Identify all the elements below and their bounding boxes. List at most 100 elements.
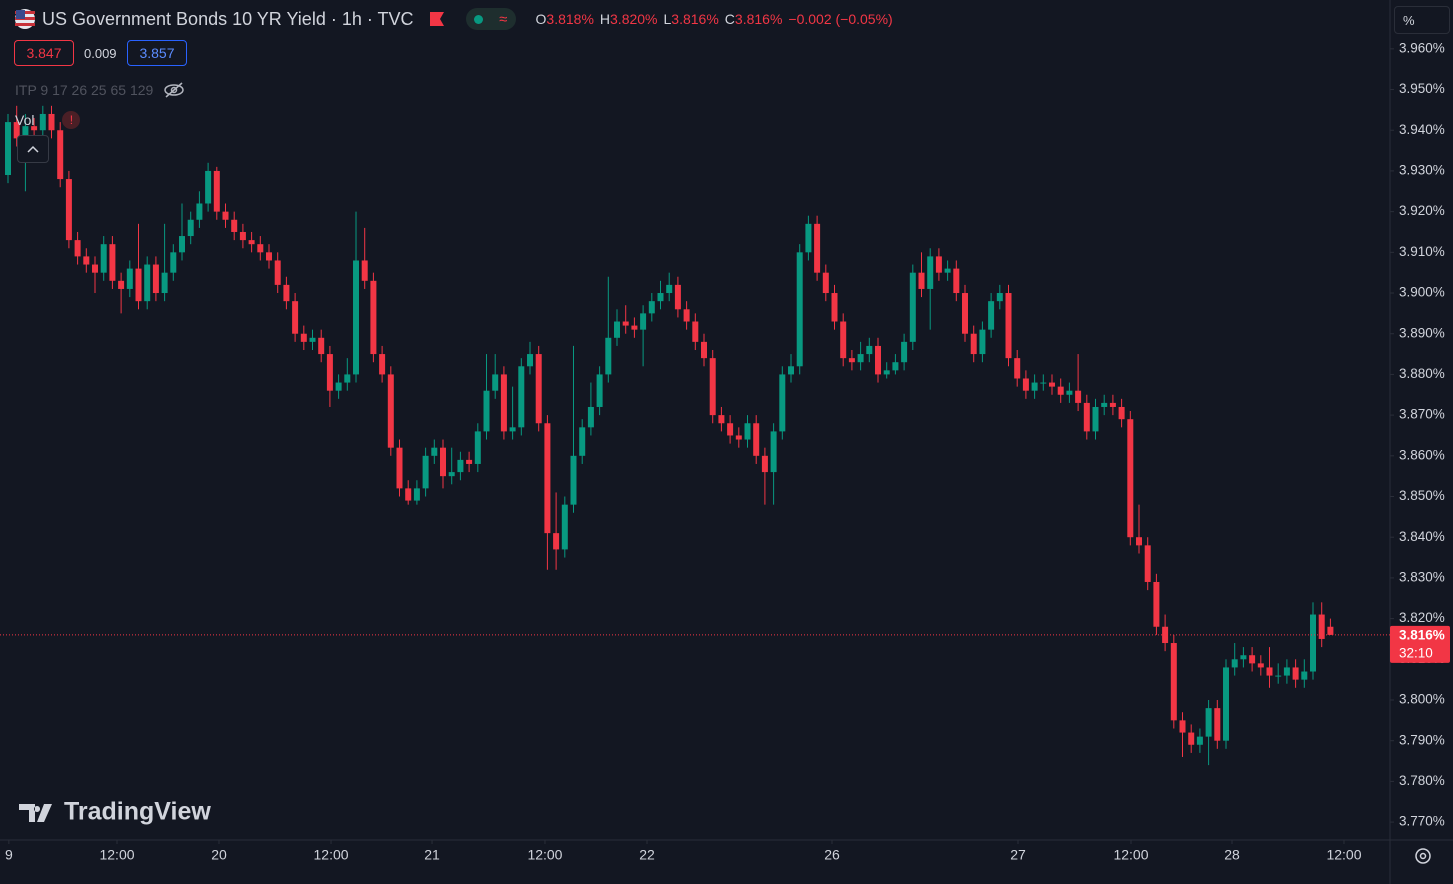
flag-button[interactable]	[428, 11, 446, 27]
candle-body	[5, 122, 12, 175]
candle-body	[1179, 720, 1186, 733]
gear-hole[interactable]	[1419, 852, 1427, 860]
candle-body	[135, 268, 142, 302]
candle-body	[970, 333, 977, 355]
candle-body	[31, 126, 38, 131]
gear[interactable]	[1415, 848, 1431, 864]
candle-body	[379, 354, 386, 375]
candle-body	[657, 293, 664, 302]
x-tick-label: 26	[824, 847, 840, 863]
status-dot	[473, 14, 483, 24]
y-tick-label: 3.960%	[1399, 40, 1445, 55]
y-tick-label: 3.880%	[1399, 366, 1445, 381]
candle-body	[1075, 390, 1082, 403]
candle-body	[1022, 378, 1029, 391]
ohlc-value: 3.816%	[671, 11, 719, 27]
candle-body	[170, 252, 177, 273]
x-tick-label: 12:00	[99, 847, 134, 863]
candle-body	[248, 240, 255, 245]
collapse-button[interactable]	[17, 135, 49, 163]
last-price-label: 3.816%	[1399, 627, 1445, 642]
bid-button[interactable]: 3.847	[14, 40, 74, 66]
y-tick-label: 3.930%	[1399, 162, 1445, 177]
candle-body	[266, 252, 273, 261]
candle-body	[527, 354, 534, 367]
candle-body	[831, 293, 838, 322]
candle-body	[605, 337, 612, 375]
x-tick-label: 20	[211, 847, 227, 863]
ask-button[interactable]: 3.857	[127, 40, 187, 66]
candle-body	[274, 260, 281, 285]
candle-body	[1214, 708, 1221, 741]
candle-body	[744, 423, 751, 440]
settings-icon[interactable]	[1415, 848, 1431, 864]
candle-body	[300, 333, 307, 342]
candle-body	[187, 219, 194, 237]
volume-legend[interactable]: Vol !	[15, 111, 81, 129]
ohlc-key: C	[724, 11, 735, 27]
x-tick-label: 12:00	[1113, 847, 1148, 863]
candle-body	[622, 321, 629, 326]
candle-body	[674, 284, 681, 310]
candle-body	[1283, 667, 1290, 676]
candle-body	[492, 374, 499, 391]
candle-body	[239, 231, 246, 241]
unit-button[interactable]: %	[1394, 6, 1450, 34]
candle-body	[387, 374, 394, 448]
last-price-box	[1390, 625, 1450, 663]
ohlc-value: 3.820%	[610, 11, 658, 27]
candle-body	[848, 358, 855, 363]
candle-body	[466, 459, 473, 464]
candle-body	[996, 293, 1003, 302]
candle-body	[222, 211, 229, 220]
candle-body	[918, 272, 925, 289]
candle-body	[431, 447, 438, 456]
watermark: TradingView	[19, 798, 211, 826]
candle-body	[596, 374, 603, 407]
candle-body	[1049, 382, 1056, 387]
candle-body	[22, 126, 29, 139]
ohlc-values: O 3.818% H 3.820% L 3.816% C 3.816%	[536, 11, 783, 27]
candle-body	[196, 203, 203, 220]
candle-body	[614, 321, 621, 338]
candle-body	[1318, 614, 1325, 639]
candle-body	[570, 455, 577, 505]
status-wave: ≈	[499, 10, 508, 28]
symbol-title[interactable]: US Government Bonds 10 YR Yield · 1h · T…	[42, 8, 414, 29]
candle-body	[396, 447, 403, 489]
candle-body	[1301, 671, 1308, 680]
candle-body	[544, 423, 551, 534]
candle-body	[1083, 402, 1090, 432]
indicator-legend[interactable]: ITP 9 17 26 25 65 129	[15, 81, 185, 99]
candle-body	[692, 321, 699, 342]
warning-icon[interactable]: !	[62, 111, 81, 129]
candle-body	[892, 362, 899, 371]
candle-body	[144, 264, 151, 302]
hide-icon[interactable]	[163, 81, 185, 99]
candle-body	[1196, 736, 1203, 745]
candle-body	[161, 272, 168, 294]
x-tick-label: 12:00	[314, 847, 349, 863]
candle-body	[1327, 626, 1334, 635]
candle-body	[92, 264, 99, 273]
x-tick-label: 21	[424, 847, 440, 863]
candle-body	[509, 427, 516, 432]
market-status[interactable]: ≈	[465, 8, 516, 30]
candle-body	[683, 309, 690, 322]
candle-body	[1188, 732, 1195, 745]
x-tick-label: 12:00	[1326, 847, 1361, 863]
ohlc-key: H	[599, 11, 611, 27]
candle-body	[344, 374, 351, 383]
candle-body	[213, 170, 220, 212]
candle-body	[640, 313, 647, 330]
countdown-label: 32:10	[1399, 645, 1433, 660]
candle-body	[796, 252, 803, 367]
candle-body	[361, 260, 368, 281]
y-tick-label: 3.790%	[1399, 732, 1445, 747]
candle-body	[1205, 708, 1212, 737]
y-tick-label: 3.800%	[1399, 692, 1445, 707]
candle-body	[518, 366, 525, 428]
candle-body	[1231, 659, 1238, 668]
candle-body	[1092, 406, 1099, 432]
y-tick-label: 3.820%	[1399, 610, 1445, 625]
